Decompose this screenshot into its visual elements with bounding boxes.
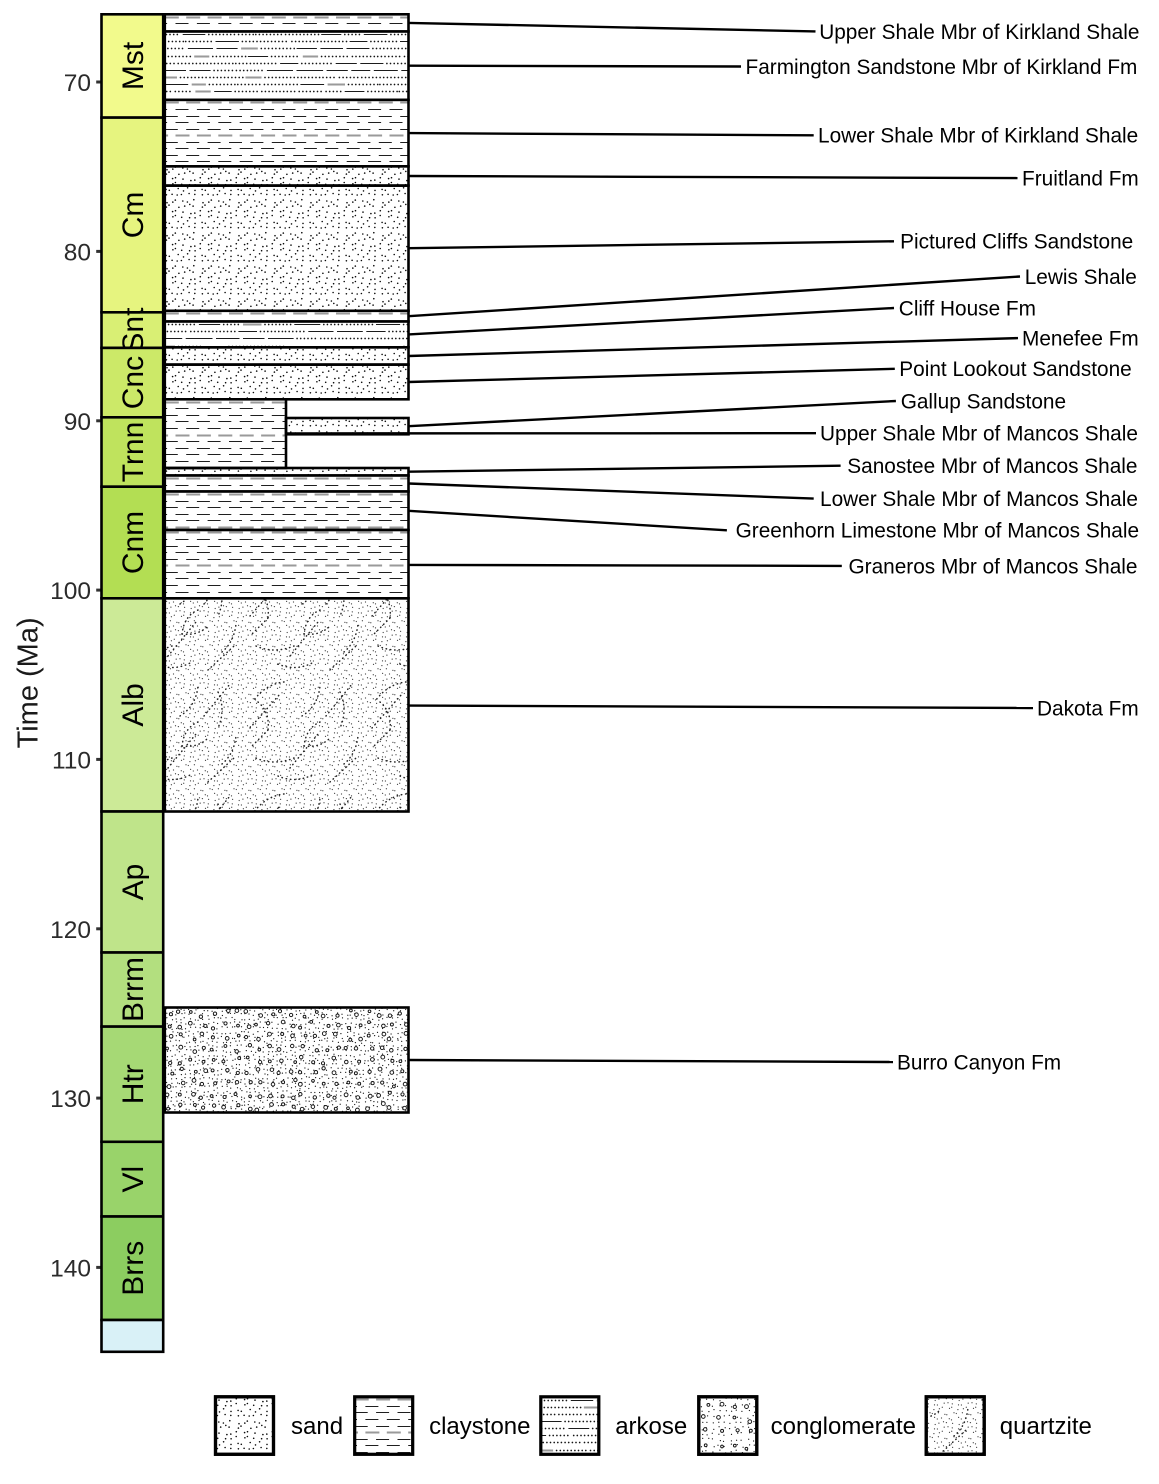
svg-text:Lewis Shale: Lewis Shale xyxy=(1025,266,1137,289)
svg-text:Greenhorn Limestone Mbr of Man: Greenhorn Limestone Mbr of Mancos Shale xyxy=(736,520,1139,543)
svg-text:claystone: claystone xyxy=(429,1413,530,1440)
svg-text:Time (Ma): Time (Ma) xyxy=(12,617,44,748)
svg-text:80: 80 xyxy=(64,239,91,266)
svg-text:Upper Shale Mbr of Mancos Shal: Upper Shale Mbr of Mancos Shale xyxy=(820,423,1138,446)
svg-text:Trnn: Trnn xyxy=(117,422,150,483)
svg-text:120: 120 xyxy=(50,917,91,944)
svg-text:70: 70 xyxy=(64,70,91,97)
svg-text:Farmington Sandstone Mbr of Ki: Farmington Sandstone Mbr of Kirkland Fm xyxy=(746,56,1138,79)
svg-text:Pictured Cliffs Sandstone: Pictured Cliffs Sandstone xyxy=(900,231,1133,254)
svg-text:100: 100 xyxy=(50,578,91,605)
svg-text:arkose: arkose xyxy=(615,1413,687,1440)
svg-text:110: 110 xyxy=(52,747,91,774)
svg-text:90: 90 xyxy=(64,409,91,436)
svg-text:Snt: Snt xyxy=(117,307,150,353)
svg-text:Dakota Fm: Dakota Fm xyxy=(1037,697,1139,720)
svg-text:Htr: Htr xyxy=(117,1064,150,1104)
svg-text:Point Lookout Sandstone: Point Lookout Sandstone xyxy=(899,358,1131,381)
svg-text:140: 140 xyxy=(50,1255,91,1282)
svg-text:quartzite: quartzite xyxy=(1000,1413,1092,1440)
svg-text:Alb: Alb xyxy=(117,683,150,726)
svg-text:Cliff House Fm: Cliff House Fm xyxy=(899,297,1036,320)
svg-text:Ap: Ap xyxy=(117,864,150,901)
svg-text:sand: sand xyxy=(291,1413,343,1440)
svg-text:Vl: Vl xyxy=(117,1166,150,1193)
svg-text:Burro Canyon Fm: Burro Canyon Fm xyxy=(897,1051,1061,1074)
svg-text:Cnc: Cnc xyxy=(117,356,150,409)
svg-text:Sanostee Mbr of Mancos Shale: Sanostee Mbr of Mancos Shale xyxy=(847,455,1137,478)
svg-text:conglomerate: conglomerate xyxy=(771,1413,916,1440)
svg-text:Menefee Fm: Menefee Fm xyxy=(1022,328,1139,351)
svg-text:Lower Shale Mbr of Kirkland Sh: Lower Shale Mbr of Kirkland Shale xyxy=(818,125,1138,148)
svg-text:Brrs: Brrs xyxy=(117,1241,150,1296)
svg-text:130: 130 xyxy=(50,1086,91,1113)
svg-text:Cm: Cm xyxy=(117,192,150,239)
svg-text:Graneros Mbr of Mancos Shale: Graneros Mbr of Mancos Shale xyxy=(849,555,1138,578)
svg-text:Upper Shale Mbr of Kirkland Sh: Upper Shale Mbr of Kirkland Shale xyxy=(819,21,1139,44)
svg-text:Gallup Sandstone: Gallup Sandstone xyxy=(901,390,1066,413)
svg-text:Lower Shale Mbr of Mancos Shal: Lower Shale Mbr of Mancos Shale xyxy=(820,488,1138,511)
svg-text:Fruitland Fm: Fruitland Fm xyxy=(1022,168,1139,191)
svg-text:Mst: Mst xyxy=(117,41,150,90)
svg-text:Cnm: Cnm xyxy=(117,511,150,574)
svg-text:Brrm: Brrm xyxy=(117,957,150,1022)
